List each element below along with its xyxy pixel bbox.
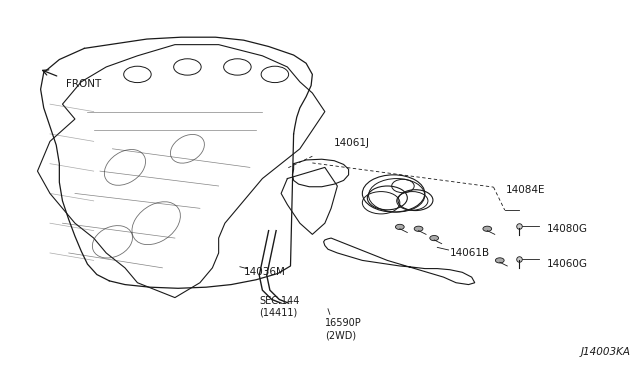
Text: 14084E: 14084E [506, 185, 545, 195]
Text: SEC.144
(14411): SEC.144 (14411) [259, 296, 300, 318]
Text: 14060G: 14060G [547, 259, 588, 269]
Text: 16590P
(2WD): 16590P (2WD) [325, 318, 362, 340]
Circle shape [495, 258, 504, 263]
Circle shape [414, 226, 423, 231]
Text: 14036M: 14036M [244, 267, 285, 276]
Circle shape [483, 226, 492, 231]
Text: J14003KA: J14003KA [581, 347, 631, 356]
Circle shape [396, 224, 404, 230]
Text: 14061B: 14061B [450, 248, 490, 258]
Text: 14061J: 14061J [334, 138, 370, 148]
Circle shape [430, 235, 438, 241]
Text: FRONT: FRONT [65, 79, 101, 89]
Text: 14080G: 14080G [547, 224, 588, 234]
